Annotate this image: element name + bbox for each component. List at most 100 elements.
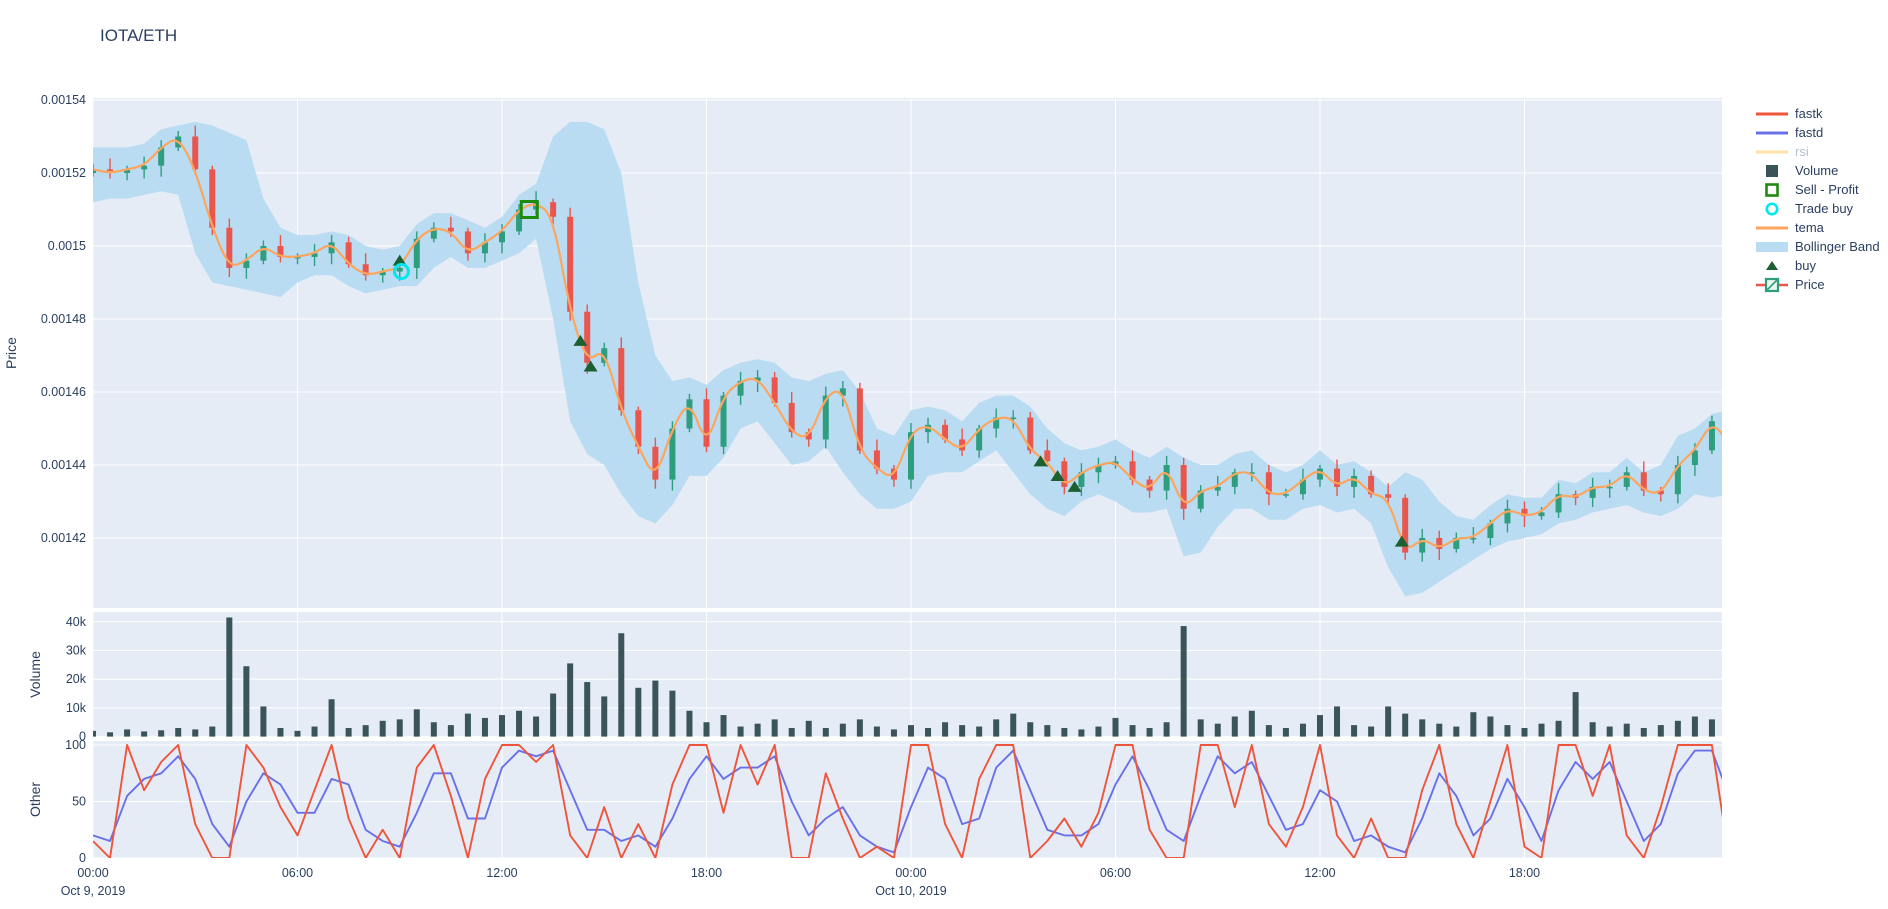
buy-swatch-icon <box>1753 258 1791 274</box>
sell-profit-marker[interactable] <box>519 200 539 219</box>
volume-panel[interactable] <box>93 612 1722 737</box>
volume-bar <box>550 693 557 737</box>
volume-bar <box>1316 715 1323 737</box>
other-panel[interactable] <box>93 741 1722 858</box>
volume-bar <box>1299 723 1306 737</box>
volume-bar <box>601 696 608 737</box>
volume-bar <box>1044 725 1051 737</box>
legend-item-buy[interactable]: buy <box>1753 256 1880 275</box>
volume-bar <box>1402 713 1409 737</box>
volume-bar <box>1197 719 1204 737</box>
svg-text:0.0015: 0.0015 <box>48 239 86 253</box>
volume-bar <box>124 729 131 737</box>
svg-text:40k: 40k <box>66 615 87 629</box>
volume-bar <box>1538 723 1545 737</box>
svg-text:Oct 10, 2019: Oct 10, 2019 <box>875 884 947 898</box>
volume-bar <box>328 699 335 737</box>
volume-bar <box>1453 726 1460 737</box>
volume-bar <box>771 719 778 737</box>
legend-item-fastk[interactable]: fastk <box>1753 104 1880 123</box>
svg-text:06:00: 06:00 <box>282 866 313 880</box>
volume-bar <box>993 719 1000 737</box>
fastk-line <box>93 744 1722 858</box>
buy-marker[interactable] <box>1394 535 1409 547</box>
buy-marker[interactable] <box>583 360 598 372</box>
legend-item-label: fastk <box>1795 106 1823 121</box>
svg-text:0.00148: 0.00148 <box>41 312 86 326</box>
volume-bar <box>362 725 369 737</box>
volume-bar <box>226 617 233 737</box>
legend-item-label: Trade buy <box>1795 201 1854 216</box>
axis-title: Volume <box>27 651 43 698</box>
legend-item-trade-buy[interactable]: Trade buy <box>1753 199 1880 218</box>
volume-bar <box>822 727 829 737</box>
axis-title: Price <box>3 337 19 369</box>
volume-bar <box>976 726 983 737</box>
volume-bar <box>618 633 625 737</box>
volume-bar <box>1163 722 1170 737</box>
legend: fastk fastd rsi Volume Sell - Profit Trade bu… <box>1753 104 1880 294</box>
volume-bar <box>1623 723 1630 737</box>
legend-item-tema[interactable]: tema <box>1753 218 1880 237</box>
legend-item-fastd[interactable]: fastd <box>1753 123 1880 142</box>
svg-text:06:00: 06:00 <box>1100 866 1131 880</box>
svg-text:0.00152: 0.00152 <box>41 166 86 180</box>
legend-item-rsi[interactable]: rsi <box>1753 142 1880 161</box>
volume-bar <box>1282 727 1289 737</box>
volume-bar <box>1265 725 1272 737</box>
volume-bar <box>311 726 318 737</box>
legend-item-price[interactable]: Price <box>1753 275 1880 294</box>
volume-bar <box>1419 719 1426 737</box>
svg-text:12:00: 12:00 <box>1304 866 1335 880</box>
legend-item-bollinger-band[interactable]: Bollinger Band <box>1753 237 1880 256</box>
volume-bar <box>890 729 897 737</box>
volume-bar <box>942 722 949 737</box>
fastd-line <box>93 749 1722 854</box>
volume-bar <box>959 725 966 737</box>
volume-bar <box>584 682 591 737</box>
volume-bar <box>1078 729 1085 737</box>
volume-bar <box>430 722 437 737</box>
trade-buy-marker[interactable] <box>392 263 410 281</box>
volume-bar <box>1334 706 1341 737</box>
buy-marker[interactable] <box>573 334 588 346</box>
volume-bar <box>1385 706 1392 737</box>
svg-text:Oct 9, 2019: Oct 9, 2019 <box>61 884 126 898</box>
volume-bar <box>1010 713 1017 737</box>
svg-text:18:00: 18:00 <box>1509 866 1540 880</box>
volume-bar <box>260 706 267 737</box>
volume-bar <box>567 663 574 737</box>
volume-bar <box>243 666 250 737</box>
volume-bar <box>447 725 454 737</box>
oscillator-series <box>93 744 1722 858</box>
legend-item-label: tema <box>1795 220 1824 235</box>
buy-marker[interactable] <box>1067 480 1082 492</box>
svg-text:0.00142: 0.00142 <box>41 531 86 545</box>
buy-marker[interactable] <box>1050 469 1065 481</box>
volume-bar <box>1214 723 1221 737</box>
svg-text:12:00: 12:00 <box>486 866 517 880</box>
volume-bar <box>788 727 795 737</box>
volume-bar <box>1589 722 1596 737</box>
volume-bar <box>686 710 693 737</box>
legend-item-sell-profit[interactable]: Sell - Profit <box>1753 180 1880 199</box>
volume-bar <box>516 710 523 737</box>
volume-bar <box>379 720 386 737</box>
price-series <box>93 121 1722 597</box>
volume-bar <box>1674 720 1681 737</box>
rsi-swatch-icon <box>1753 144 1791 160</box>
volume-swatch-icon <box>1753 163 1791 179</box>
volume-bar <box>1504 725 1511 737</box>
svg-text:0.00146: 0.00146 <box>41 385 86 399</box>
svg-text:00:00: 00:00 <box>77 866 108 880</box>
volume-bar <box>1708 719 1715 737</box>
buy-marker[interactable] <box>1033 455 1048 467</box>
legend-item-volume[interactable]: Volume <box>1753 161 1880 180</box>
axis-labels: 0.00154 0.00152 0.0015 0.00148 0.00146 0.0014… <box>3 93 1540 898</box>
volume-bar <box>925 727 932 737</box>
volume-bar <box>1112 717 1119 737</box>
buy-marker[interactable] <box>392 254 407 266</box>
volume-bar <box>737 726 744 737</box>
